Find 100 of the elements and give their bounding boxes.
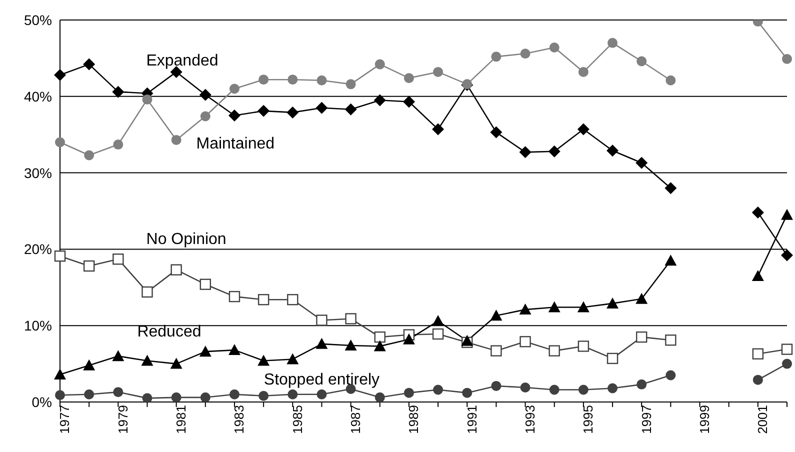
point	[781, 249, 793, 262]
point	[374, 331, 386, 343]
point	[636, 331, 648, 343]
y-tick-label: 0%	[32, 394, 52, 410]
point	[112, 86, 124, 98]
point	[54, 250, 66, 262]
x-tick-label: 1983	[232, 405, 247, 434]
point	[171, 392, 182, 402]
point	[432, 328, 444, 340]
point	[606, 352, 618, 364]
point	[374, 340, 386, 352]
y-tick-label: 30%	[24, 164, 52, 181]
point	[520, 48, 530, 59]
x-tick-label: 1999	[696, 405, 712, 434]
x-tick-label: 1989	[406, 405, 422, 434]
point	[578, 340, 590, 352]
point	[374, 59, 385, 70]
point	[287, 294, 298, 306]
point	[432, 123, 444, 136]
point	[55, 137, 65, 148]
point	[578, 66, 588, 77]
point	[491, 52, 502, 62]
point	[142, 286, 153, 298]
point	[258, 390, 269, 401]
point	[608, 383, 618, 394]
point	[229, 84, 240, 94]
point	[228, 110, 240, 122]
point	[288, 74, 298, 85]
x-tick-label: 2001	[755, 405, 770, 434]
point	[752, 206, 764, 219]
point	[344, 339, 357, 350]
point	[432, 315, 444, 326]
point	[666, 370, 676, 380]
point	[200, 392, 210, 402]
point	[781, 344, 793, 355]
point	[752, 270, 764, 281]
point	[258, 104, 270, 117]
point	[83, 359, 96, 370]
point	[54, 69, 66, 82]
point	[316, 102, 328, 114]
point	[171, 134, 182, 145]
point	[316, 75, 327, 86]
point	[636, 379, 647, 390]
point	[490, 126, 502, 138]
point	[404, 73, 414, 84]
point	[402, 333, 415, 344]
x-tick-label: 1997	[638, 405, 654, 434]
point	[490, 310, 502, 321]
point	[548, 301, 560, 312]
x-tick-label: 1991	[464, 405, 480, 434]
point	[548, 345, 560, 356]
point	[636, 156, 648, 169]
point	[402, 96, 415, 108]
point	[228, 290, 240, 302]
point	[229, 389, 240, 400]
point	[606, 144, 619, 157]
y-tick-label: 20%	[24, 241, 52, 258]
point	[752, 374, 763, 385]
point	[520, 336, 531, 348]
series-label: No Opinion	[146, 230, 226, 248]
x-tick-label: 1985	[290, 405, 305, 434]
x-tick-label: 1995	[580, 405, 596, 434]
point	[577, 301, 590, 312]
point	[404, 388, 414, 398]
point	[462, 388, 472, 398]
point	[577, 123, 590, 136]
point	[664, 254, 677, 266]
point	[345, 313, 356, 324]
point	[112, 254, 124, 265]
point	[549, 42, 560, 53]
point	[84, 150, 94, 160]
point	[433, 66, 444, 77]
point	[142, 393, 152, 402]
x-tick-label: 1993	[522, 405, 538, 434]
point	[83, 58, 96, 70]
point	[374, 392, 385, 402]
point	[490, 345, 502, 356]
point	[549, 384, 560, 395]
point	[316, 338, 328, 349]
x-tick-label: 1981	[174, 405, 189, 434]
point	[200, 278, 211, 290]
point	[346, 79, 356, 90]
y-tick-label: 50%	[24, 12, 52, 28]
y-tick-label: 10%	[24, 318, 52, 334]
point	[258, 294, 270, 306]
point	[636, 56, 647, 66]
point	[113, 140, 124, 150]
point	[461, 334, 474, 346]
point	[170, 358, 182, 369]
point	[433, 384, 444, 395]
point	[608, 38, 618, 48]
point	[142, 94, 152, 104]
point	[258, 354, 270, 366]
point	[664, 182, 677, 194]
x-tick-label: 1979	[115, 405, 130, 434]
point	[55, 390, 65, 400]
series-label: Reduced	[137, 324, 202, 341]
point	[84, 389, 94, 400]
point	[113, 387, 124, 398]
point	[54, 368, 66, 380]
